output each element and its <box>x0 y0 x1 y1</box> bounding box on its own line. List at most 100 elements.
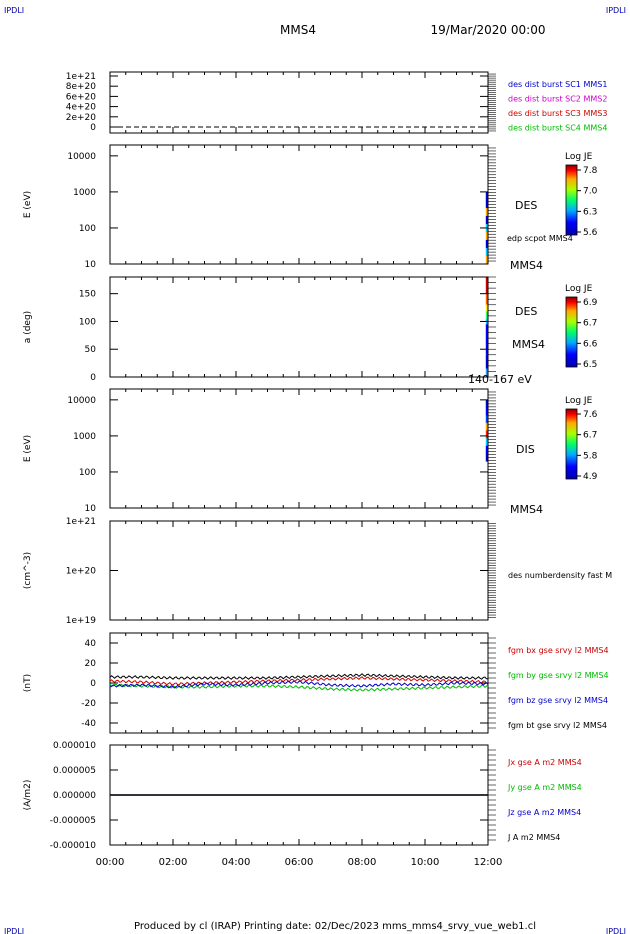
y-tick-label: -40 <box>81 719 96 729</box>
y-tick-label: 10 <box>85 504 97 514</box>
spectrogram-cell <box>485 438 488 447</box>
y-tick-label: -0.000010 <box>50 841 96 851</box>
x-tick-label: 10:00 <box>411 857 440 868</box>
spectrogram-cell <box>485 215 488 225</box>
y-tick-label: 0 <box>90 373 96 383</box>
panel-frame <box>109 144 489 265</box>
series-line <box>109 680 489 689</box>
legend-entry: des dist burst SC4 MMS4 <box>508 124 607 133</box>
y-tick-label: 8e+20 <box>66 82 97 92</box>
x-tick-label: 06:00 <box>285 857 314 868</box>
plot-date: 19/Mar/2020 00:00 <box>431 23 546 37</box>
x-tick-label: 08:00 <box>348 857 377 868</box>
y-tick-label: 50 <box>85 345 97 355</box>
spacecraft-label: MMS4 <box>512 338 545 351</box>
colorbar-title: Log JE <box>565 152 593 162</box>
x-tick-label: 02:00 <box>159 857 188 868</box>
footer-credits: Produced by cl (IRAP) Printing date: 02/… <box>134 921 536 932</box>
panel-density: 1e+21 1e+20 1e+19 (cm^-3) des numberdensity … <box>23 517 612 626</box>
y-tick-label: 0.000005 <box>53 766 96 776</box>
x-tick-label: 00:00 <box>96 857 125 868</box>
legend-entry: des dist burst SC1 MMS1 <box>508 80 607 89</box>
spectrogram-cell <box>485 311 488 319</box>
corner-tag-top-left: IPDLI <box>4 6 24 15</box>
legend-entry: fgm by gse srvy l2 MMS4 <box>508 671 609 680</box>
y-axis-label: (cm^-3) <box>23 552 33 589</box>
panel-des-energy: 10000 1000 100 10 E (eV) DES edp scpot MMS4 MMS… <box>23 144 598 272</box>
y-tick-label: -20 <box>81 699 96 709</box>
y-tick-label: 1e+20 <box>66 567 97 577</box>
legend-entry: Jz gse A m2 MMS4 <box>507 808 581 817</box>
y-axis-label: (nT) <box>23 674 33 692</box>
spectrogram-cell <box>485 207 488 217</box>
panel-frame <box>109 276 489 378</box>
y-tick-label: 1e+21 <box>66 72 96 82</box>
legend-entry: fgm bx gse srvy l2 MMS4 <box>508 646 609 655</box>
spectrogram-cell <box>485 324 488 355</box>
panel-frame <box>109 388 489 509</box>
legend-entry: des dist burst SC2 MMS2 <box>508 95 607 104</box>
corner-tag-bottom-right: IPDLI <box>606 927 626 934</box>
y-tick-label: 10 <box>85 260 97 270</box>
page-title: MMS4 <box>280 23 316 37</box>
panel-dis-energy: 10000 1000 100 10 E (eV) DIS MMS4 Log JE 7.6 6.7 5… <box>23 388 598 516</box>
series-line <box>109 683 489 692</box>
panel-current: 0.000010 0.000005 0.000000 -0.000005 -0.0000… <box>23 741 582 851</box>
y-axis-label: a (deg) <box>23 311 33 343</box>
colorbar-tick-label: 6.7 <box>583 319 597 329</box>
spectrogram-cell <box>485 277 488 294</box>
colorbar-tick-label: 6.9 <box>583 298 598 308</box>
spectrogram-cell <box>485 255 488 265</box>
spectrogram-cell <box>485 247 488 257</box>
colorbar <box>565 164 578 236</box>
y-tick-label: 2e+20 <box>66 113 97 123</box>
y-axis-label: E (eV) <box>23 435 33 462</box>
colorbar-tick-label: 7.6 <box>583 410 598 420</box>
spectrogram-cell <box>485 239 488 249</box>
colorbar <box>565 296 578 368</box>
spectrogram-cell <box>485 430 488 439</box>
spectrogram-cell <box>485 407 488 416</box>
spectrogram-cell <box>485 445 488 454</box>
spectrogram-cell <box>485 415 488 424</box>
colorbar-title: Log JE <box>565 396 593 406</box>
species-label: DES <box>515 305 537 318</box>
spectrogram-cell <box>485 399 488 409</box>
species-label: DIS <box>516 443 535 456</box>
colorbar-tick-label: 6.6 <box>583 339 598 349</box>
spacecraft-label: MMS4 <box>510 259 543 272</box>
legend-entry: des numberdensity fast M <box>508 571 612 580</box>
y-tick-label: -0.000005 <box>50 816 96 826</box>
y-tick-label: 1e+19 <box>66 616 97 626</box>
corner-tag-bottom-left: IPDLI <box>4 927 24 934</box>
colorbar-tick-label: 7.8 <box>583 166 598 176</box>
spectrogram-cell <box>485 293 488 305</box>
energy-range-label: 140-167 eV <box>468 373 532 386</box>
colorbar-tick-label: 5.6 <box>583 228 598 238</box>
spectrogram-cell <box>485 453 488 462</box>
spacecraft-label: MMS4 <box>510 503 543 516</box>
panel-fgm: 40 20 0 -20 -40 (nT) fgm bx gse srvy l2 MMS4 fg… <box>23 632 609 734</box>
overlay-label: edp scpot MMS4 <box>507 234 573 243</box>
legend-entry: J A m2 MMS4 <box>507 833 560 842</box>
colorbar <box>565 408 578 480</box>
y-tick-label: 6e+20 <box>66 92 97 102</box>
y-tick-label: 100 <box>79 317 96 327</box>
spectrogram-cell <box>485 354 488 369</box>
y-tick-label: 20 <box>85 659 97 669</box>
x-tick-label: 12:00 <box>474 857 503 868</box>
spectrogram-cell <box>485 231 488 241</box>
panel-frame <box>109 632 489 734</box>
colorbar-tick-label: 6.7 <box>583 431 597 441</box>
y-tick-label: 0.000010 <box>53 741 96 751</box>
y-tick-label: 40 <box>85 639 97 649</box>
legend-entry: fgm bt gse srvy l2 MMS4 <box>508 721 607 730</box>
y-tick-label: 1000 <box>73 188 96 198</box>
colorbar-tick-label: 5.8 <box>583 451 598 461</box>
x-tick-label: 04:00 <box>222 857 251 868</box>
colorbar-title: Log JE <box>565 284 593 294</box>
x-axis-labels: 00:00 02:00 04:00 06:00 08:00 10:00 12:00 <box>96 857 503 868</box>
spectrogram-cell <box>485 191 488 201</box>
